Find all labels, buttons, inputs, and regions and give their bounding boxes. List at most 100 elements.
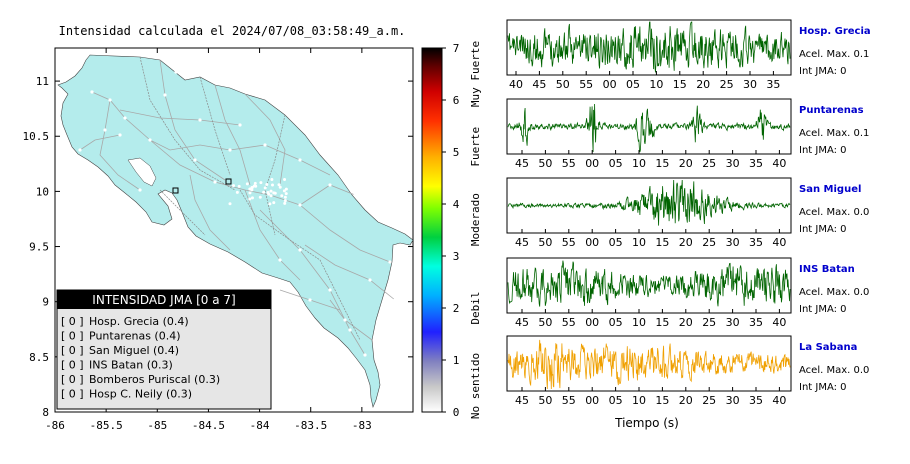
waveform-tick-label: 40 bbox=[772, 157, 786, 170]
map-x-tick-label: -84.5 bbox=[192, 419, 225, 432]
colorbar-tick-label: 0 bbox=[453, 406, 460, 419]
waveform-tick-label: 15 bbox=[655, 236, 669, 249]
map-y-tick-label: 8.5 bbox=[29, 351, 49, 364]
legend-header: INTENSIDAD JMA [0 a 7] bbox=[92, 293, 235, 307]
gulf-of-nicoya bbox=[127, 157, 157, 187]
city-dot bbox=[248, 191, 252, 195]
station-name: INS Batan bbox=[799, 264, 855, 275]
waveform-tick-label: 55 bbox=[562, 157, 576, 170]
colorbar-category-label: No sentido bbox=[469, 353, 482, 419]
city-dot bbox=[273, 191, 277, 195]
legend-item-label: INS Batan (0.3) bbox=[89, 359, 173, 372]
waveform-tick-label: 50 bbox=[538, 394, 552, 407]
station-max-accel: Acel. Max. 0.0 bbox=[799, 207, 869, 218]
map-y-tick-label: 10 bbox=[36, 185, 49, 198]
city-dot bbox=[238, 123, 242, 127]
city-dot bbox=[263, 143, 267, 147]
waveform-tick-label: 15 bbox=[655, 316, 669, 329]
waveform-tick-label: 10 bbox=[632, 394, 646, 407]
waveform-tick-label: 50 bbox=[556, 78, 570, 91]
colorbar-tick-label: 3 bbox=[453, 250, 460, 263]
waveform-tick-label: 05 bbox=[609, 394, 623, 407]
city-dot bbox=[298, 158, 302, 162]
city-dot bbox=[328, 183, 332, 187]
station-name: Hosp. Grecia bbox=[799, 26, 871, 37]
colorbar-tick-label: 6 bbox=[453, 94, 460, 107]
waveform-tick-label: 40 bbox=[509, 78, 523, 91]
waveform-panels: 40 45 50 55 00 05 10 15 20 25 30 35 Hosp. Grecia Acel… bbox=[506, 19, 871, 407]
waveform-tick-label: 00 bbox=[585, 394, 599, 407]
city-dot bbox=[343, 318, 347, 322]
city-dot bbox=[263, 186, 267, 190]
waveform-tick-label: 35 bbox=[749, 236, 763, 249]
city-dot bbox=[266, 190, 270, 194]
legend-item-label: Hosp. Grecia (0.4) bbox=[89, 315, 189, 328]
city-dot bbox=[148, 138, 152, 142]
colorbar-category-label: Moderado bbox=[469, 193, 482, 246]
legend-item-bracket: [ 0 ] bbox=[61, 359, 84, 372]
waveform-tick-label: 35 bbox=[749, 316, 763, 329]
city-dot bbox=[348, 328, 352, 332]
waveform-tick-label: 55 bbox=[562, 394, 576, 407]
colorbar-labels: No sentido Debil Moderado Fuerte Muy Fuerte bbox=[469, 41, 482, 419]
waveform-tick-label: 45 bbox=[515, 394, 529, 407]
city-dot bbox=[282, 189, 286, 193]
station-name: La Sabana bbox=[799, 342, 857, 353]
waveform-tick-label: 20 bbox=[679, 394, 693, 407]
waveform-tick-label: 30 bbox=[726, 316, 740, 329]
city-dot bbox=[213, 180, 217, 184]
waveform-tick-label: 45 bbox=[515, 316, 529, 329]
waveform-tick-label: 20 bbox=[679, 316, 693, 329]
waveform-trace bbox=[507, 179, 791, 226]
waveform-tick-label: 10 bbox=[632, 236, 646, 249]
colorbar-tick-label: 5 bbox=[453, 146, 460, 159]
colorbar-ticks: 0 1 2 3 4 5 6 7 bbox=[442, 42, 460, 419]
map-x-tick-label: -84 bbox=[250, 419, 270, 432]
waveform-trace bbox=[507, 103, 791, 153]
legend-header-bg bbox=[57, 290, 271, 309]
city-markers bbox=[78, 70, 397, 357]
waveform-x-label: Tiempo (s) bbox=[614, 416, 679, 430]
city-dot bbox=[118, 133, 122, 137]
station-max-accel: Acel. Max. 0.0 bbox=[799, 287, 869, 298]
waveform-tick-label: 10 bbox=[649, 78, 663, 91]
waveform-frame bbox=[506, 257, 792, 314]
city-dot bbox=[270, 178, 274, 182]
intensity-legend: INTENSIDAD JMA [0 a 7] [ 0 ] Hosp. Grecia… bbox=[56, 289, 272, 410]
city-dot bbox=[280, 194, 284, 198]
city-dot bbox=[193, 158, 197, 162]
legend-item-bracket: [ 0 ] bbox=[61, 388, 84, 401]
city-dot bbox=[328, 288, 332, 292]
colorbar-category-label: Debil bbox=[469, 291, 482, 324]
legend-items: [ 0 ] Hosp. Grecia (0.4) [ 0 ] Puntarenas (… bbox=[61, 315, 220, 401]
city-dot bbox=[258, 195, 262, 199]
waveform-tick-label: 30 bbox=[743, 78, 757, 91]
station-marker bbox=[225, 178, 232, 185]
station-jma-intensity: Int JMA: 0 bbox=[799, 224, 847, 235]
waveform-tick-label: 25 bbox=[702, 236, 716, 249]
colorbar-category-label: Fuerte bbox=[469, 127, 482, 167]
waveform-tick-label: 25 bbox=[702, 157, 716, 170]
colorbar-category-label: Muy Fuerte bbox=[469, 41, 482, 107]
waveform-tick-label: 15 bbox=[673, 78, 687, 91]
waveform-tick-label: 50 bbox=[538, 236, 552, 249]
waveform-panel: 40 45 50 55 00 05 10 15 20 25 30 35 Hosp. Grecia Acel… bbox=[506, 19, 871, 91]
legend-item-bracket: [ 0 ] bbox=[61, 315, 84, 328]
city-dot bbox=[248, 197, 252, 201]
city-dot bbox=[163, 93, 167, 97]
waveform-tick-label: 05 bbox=[609, 316, 623, 329]
station-jma-intensity: Int JMA: 0 bbox=[799, 145, 847, 156]
waveform-tick-label: 35 bbox=[766, 78, 780, 91]
city-dot bbox=[237, 184, 241, 188]
city-dot bbox=[284, 192, 288, 196]
city-dot bbox=[174, 70, 178, 74]
city-dot bbox=[283, 178, 287, 182]
city-dot bbox=[283, 199, 287, 203]
city-dot bbox=[248, 187, 252, 191]
city-dot bbox=[308, 298, 312, 302]
legend-item-bracket: [ 0 ] bbox=[61, 344, 84, 357]
waveform-panel: 45 50 55 00 05 10 15 20 25 30 35 40 La Sabana Acel. M… bbox=[506, 335, 869, 407]
waveform-tick-label: 45 bbox=[515, 157, 529, 170]
city-dot bbox=[252, 184, 256, 188]
